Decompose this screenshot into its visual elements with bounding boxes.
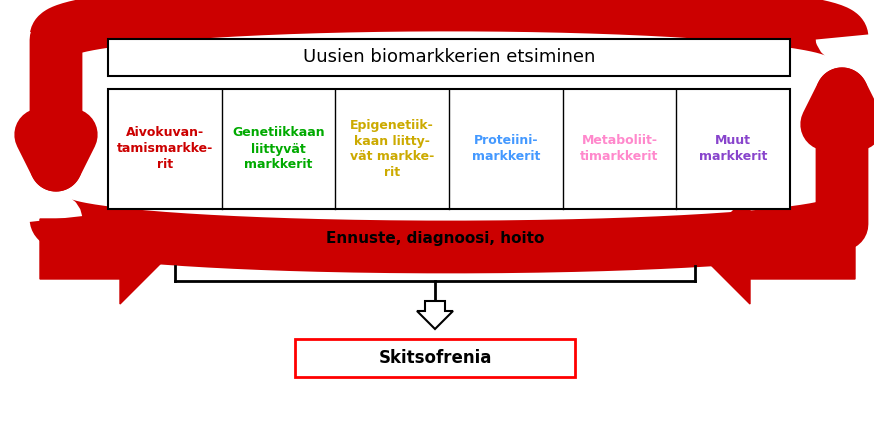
Text: Uusien biomarkkerien etsiminen: Uusien biomarkkerien etsiminen	[302, 48, 595, 67]
Text: Genetiikkaan
liittyvät
markkerit: Genetiikkaan liittyvät markkerit	[232, 127, 325, 171]
Text: Epigenetiik-
kaan liitty-
vät markke-
rit: Epigenetiik- kaan liitty- vät markke- ri…	[350, 119, 434, 179]
Polygon shape	[417, 301, 453, 329]
Text: Metaboliit-
timarkkerit: Metaboliit- timarkkerit	[580, 135, 659, 163]
Text: Ennuste, diagnoosi, hoito: Ennuste, diagnoosi, hoito	[326, 231, 545, 246]
Polygon shape	[695, 194, 855, 304]
Text: Muut
markkerit: Muut markkerit	[699, 135, 767, 163]
Bar	[108, 39, 790, 76]
Bar	[108, 89, 790, 209]
Text: Skitsofrenia: Skitsofrenia	[378, 349, 492, 367]
Text: Proteiini-
markkerit: Proteiini- markkerit	[472, 135, 540, 163]
Text: Aivokuvan-
tamismarkke-
rit: Aivokuvan- tamismarkke- rit	[117, 127, 213, 171]
Polygon shape	[40, 194, 175, 304]
Bar	[295, 339, 575, 377]
